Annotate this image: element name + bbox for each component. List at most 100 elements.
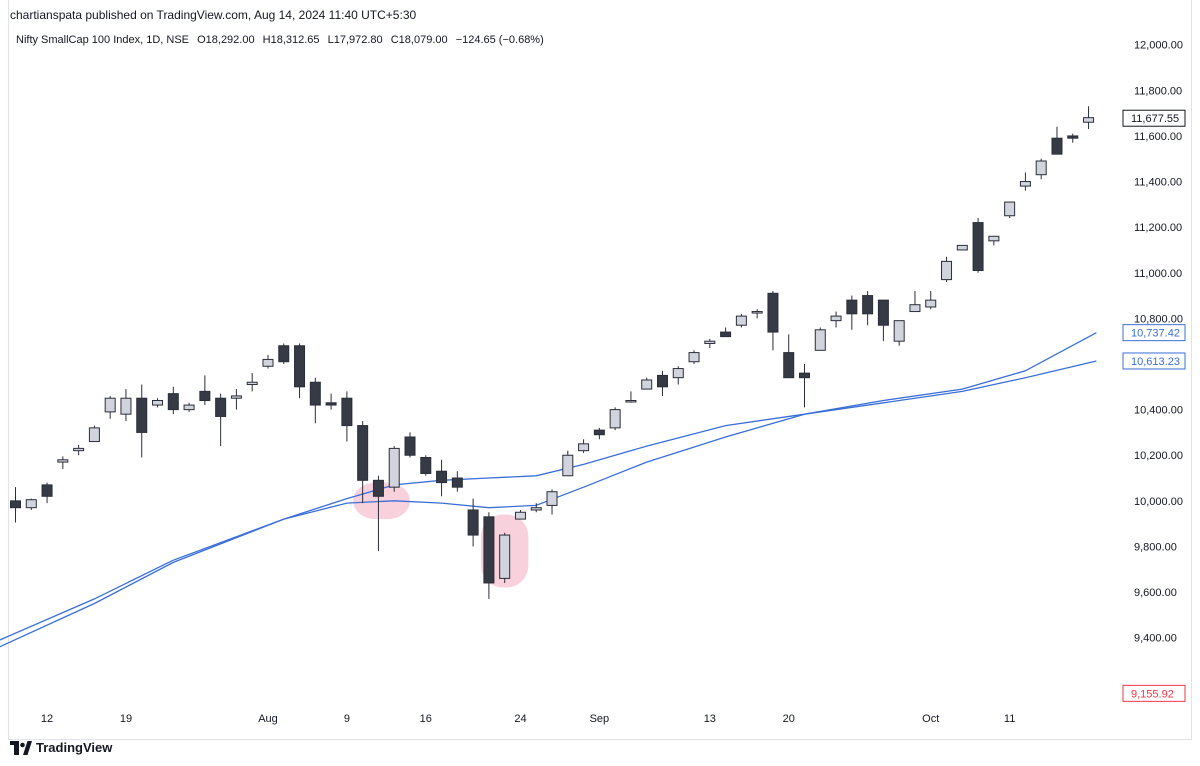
candle[interactable] — [230, 389, 242, 410]
candle-body — [593, 429, 605, 436]
candle[interactable] — [625, 391, 637, 403]
candle[interactable] — [136, 384, 148, 458]
candle[interactable] — [183, 402, 195, 412]
candle[interactable] — [1035, 158, 1047, 180]
candle[interactable] — [988, 235, 1000, 246]
candle[interactable] — [704, 338, 716, 349]
candle[interactable] — [593, 427, 605, 440]
x-tick-label: 20 — [783, 713, 795, 725]
candle[interactable] — [357, 421, 369, 504]
candle[interactable] — [278, 343, 290, 364]
candle[interactable] — [483, 512, 495, 599]
candle[interactable] — [530, 503, 542, 513]
candle[interactable] — [941, 256, 953, 282]
candle[interactable] — [672, 366, 684, 385]
candle[interactable] — [783, 334, 795, 379]
x-tick-label: 24 — [514, 713, 526, 725]
candle[interactable] — [1067, 133, 1079, 143]
candle[interactable] — [1004, 201, 1016, 219]
candle[interactable] — [799, 364, 810, 408]
candle[interactable] — [436, 459, 448, 497]
candle[interactable] — [767, 291, 779, 351]
candle[interactable] — [25, 498, 37, 510]
candle[interactable] — [341, 391, 353, 442]
candle[interactable] — [1019, 172, 1031, 191]
candle[interactable] — [1083, 106, 1095, 130]
candle-body — [799, 372, 810, 379]
candle[interactable] — [57, 456, 69, 469]
candle-body — [1019, 181, 1031, 187]
price-label-box — [1122, 324, 1186, 342]
candle-body — [609, 409, 621, 429]
candle[interactable] — [751, 309, 763, 319]
candle[interactable] — [41, 482, 53, 504]
candle[interactable] — [215, 393, 227, 447]
price-label-text: 10,613.23 — [1131, 356, 1180, 368]
candle[interactable] — [846, 295, 858, 330]
candle[interactable] — [956, 244, 968, 251]
candle[interactable] — [262, 354, 274, 369]
candle[interactable] — [656, 370, 668, 396]
candle-body — [546, 491, 558, 506]
candle[interactable] — [167, 386, 179, 415]
candle[interactable] — [309, 377, 321, 424]
y-tick-label: 10,800.00 — [1134, 313, 1183, 325]
price-label: 11,677.55 — [1122, 109, 1186, 127]
candle-body — [104, 397, 116, 413]
candle-body — [230, 395, 242, 399]
candle[interactable] — [814, 327, 826, 351]
candle[interactable] — [925, 291, 937, 310]
tradingview-logo[interactable]: TradingView — [10, 740, 112, 755]
candle[interactable] — [688, 350, 700, 364]
candle-body — [862, 295, 874, 315]
candle[interactable] — [104, 395, 116, 419]
candle[interactable] — [199, 375, 211, 406]
candle[interactable] — [451, 471, 463, 492]
candle[interactable] — [88, 425, 100, 443]
candle[interactable] — [893, 320, 905, 346]
candle[interactable] — [388, 446, 400, 492]
candle[interactable] — [578, 439, 590, 453]
candle-body — [325, 402, 337, 406]
candle[interactable] — [862, 291, 874, 326]
symbol-name[interactable]: Nifty SmallCap 100 Index, 1D, NSE — [16, 34, 190, 46]
y-tick-label: 9,800.00 — [1134, 541, 1177, 553]
price-label-box — [1122, 352, 1186, 370]
candle[interactable] — [546, 489, 558, 515]
x-tick-label: 19 — [120, 713, 132, 725]
moving-average-line-0 — [0, 332, 1097, 641]
candle-body — [956, 244, 968, 251]
candle[interactable] — [609, 407, 621, 431]
candle[interactable] — [499, 532, 511, 583]
candle-body — [183, 404, 195, 411]
candle[interactable] — [372, 475, 384, 552]
price-label-text: 11,677.55 — [1131, 113, 1179, 125]
candle-body — [893, 320, 905, 342]
candle[interactable] — [152, 398, 164, 408]
candle[interactable] — [830, 311, 842, 328]
candle[interactable] — [10, 487, 21, 523]
candle[interactable] — [467, 498, 479, 547]
candle-body — [641, 379, 653, 390]
candle[interactable] — [420, 455, 432, 476]
candle[interactable] — [720, 327, 732, 338]
candle-body — [988, 235, 1000, 242]
candle-body — [688, 352, 700, 363]
candle[interactable] — [641, 377, 653, 390]
candle[interactable] — [73, 444, 85, 456]
candle[interactable] — [294, 343, 306, 399]
candle[interactable] — [325, 393, 337, 410]
candle[interactable] — [404, 432, 416, 458]
candle[interactable] — [120, 389, 132, 422]
y-tick-label: 10,000.00 — [1134, 496, 1183, 508]
candle[interactable] — [562, 450, 574, 477]
candle[interactable] — [972, 218, 984, 273]
candle[interactable] — [246, 373, 258, 392]
candle[interactable] — [735, 313, 747, 328]
candle[interactable] — [877, 299, 889, 342]
candle[interactable] — [909, 291, 921, 313]
candle[interactable] — [514, 509, 526, 520]
x-tick-label: 11 — [1004, 713, 1015, 725]
candle[interactable] — [1051, 126, 1063, 155]
